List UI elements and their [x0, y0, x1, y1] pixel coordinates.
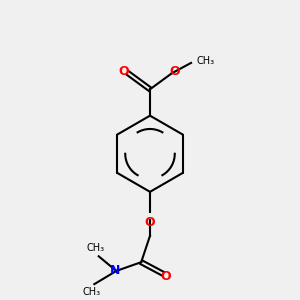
Text: O: O — [145, 216, 155, 229]
Text: CH₃: CH₃ — [82, 287, 100, 297]
Text: CH₃: CH₃ — [87, 243, 105, 254]
Text: CH₃: CH₃ — [197, 56, 215, 67]
Text: O: O — [169, 65, 180, 78]
Text: N: N — [110, 264, 120, 278]
Text: O: O — [118, 65, 129, 78]
Text: O: O — [161, 270, 171, 283]
